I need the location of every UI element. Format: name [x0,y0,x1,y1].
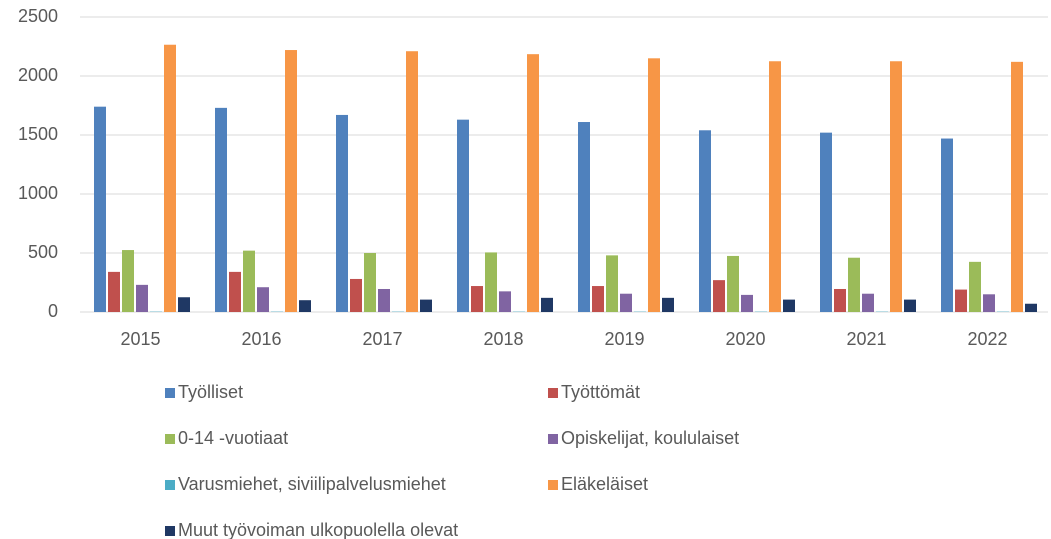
bar [620,293,632,312]
bar [592,286,604,312]
bar [215,107,227,312]
legend-swatch [548,434,558,444]
y-tick-label: 0 [48,301,58,321]
bar [178,297,190,312]
x-tick-label: 2022 [967,329,1007,349]
legend-swatch [165,434,175,444]
bar [969,261,981,312]
legend-swatch [165,526,175,536]
bar [578,122,590,313]
legend-label: Varusmiehet, siviilipalvelusmiehet [178,474,446,494]
bar [527,54,539,313]
bar [243,250,255,312]
bar [457,119,469,312]
bar [848,257,860,312]
x-tick-label: 2017 [362,329,402,349]
bar [406,51,418,312]
y-tick-label: 500 [28,242,58,262]
bar [1011,61,1023,313]
bar [257,287,269,312]
bar [485,252,497,312]
bar [164,44,176,312]
bar [336,114,348,312]
bar [699,130,711,312]
bar [741,294,753,312]
bar [108,271,120,312]
x-tick-label: 2019 [604,329,644,349]
bar [122,250,134,312]
bar [136,284,148,312]
legend-swatch [548,388,558,398]
bar [648,58,660,312]
bar [541,297,553,312]
bar [955,289,967,312]
x-tick-label: 2016 [241,329,281,349]
bar [727,255,739,312]
bar [662,297,674,312]
x-tick-label: 2015 [120,329,160,349]
y-tick-label: 2500 [18,6,58,26]
bar [1025,303,1037,312]
bar [820,132,832,312]
bar [299,300,311,312]
legend-label: Opiskelijat, koululaiset [561,428,739,448]
bar [834,288,846,312]
bar [862,293,874,312]
bar [229,271,241,312]
bar [94,106,106,313]
bar [285,50,297,312]
bar [713,280,725,312]
bar [378,288,390,312]
bar [783,299,795,312]
bar [499,291,511,312]
bar [941,138,953,312]
legend-label: Eläkeläiset [561,474,648,494]
y-tick-label: 1000 [18,183,58,203]
legend-label: Työttömät [561,382,640,402]
bar [606,255,618,312]
legend-swatch [165,388,175,398]
y-tick-label: 2000 [18,65,58,85]
bar [471,286,483,312]
x-tick-label: 2020 [725,329,765,349]
legend-swatch [165,480,175,490]
bar [890,61,902,312]
legend-swatch [548,480,558,490]
legend-label: Muut työvoiman ulkopuolella olevat [178,520,458,539]
bar [364,253,376,312]
bar [350,278,362,312]
x-tick-label: 2018 [483,329,523,349]
legend-label: 0-14 -vuotiaat [178,428,288,448]
bar [420,299,432,312]
x-tick-label: 2021 [846,329,886,349]
bar [983,294,995,312]
y-tick-label: 1500 [18,124,58,144]
bar [904,299,916,312]
legend-label: Työlliset [178,382,243,402]
bar [769,61,781,312]
